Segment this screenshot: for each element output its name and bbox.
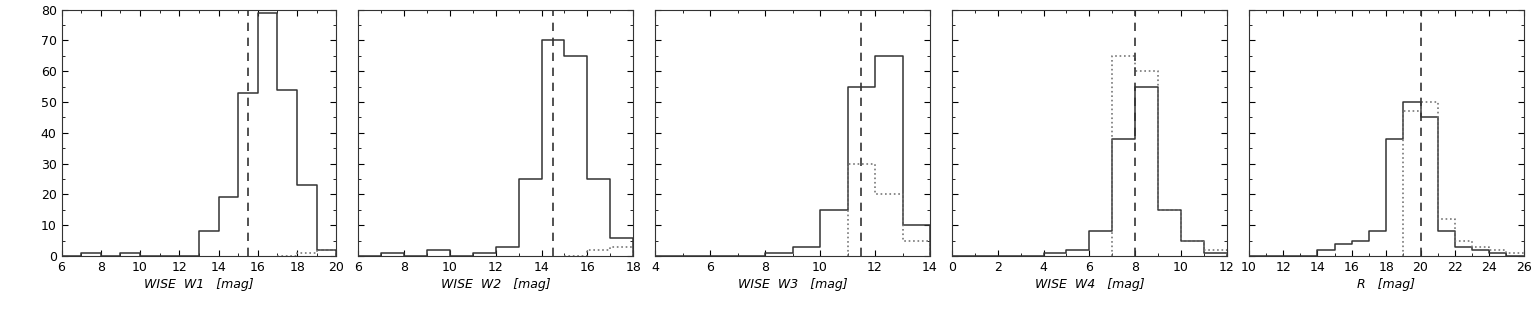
X-axis label: WISE  W3   [mag]: WISE W3 [mag] — [737, 278, 848, 291]
X-axis label: WISE  W2   [mag]: WISE W2 [mag] — [442, 278, 551, 291]
X-axis label: R   [mag]: R [mag] — [1357, 278, 1416, 291]
X-axis label: WISE  W4   [mag]: WISE W4 [mag] — [1034, 278, 1143, 291]
X-axis label: WISE  W1   [mag]: WISE W1 [mag] — [145, 278, 254, 291]
